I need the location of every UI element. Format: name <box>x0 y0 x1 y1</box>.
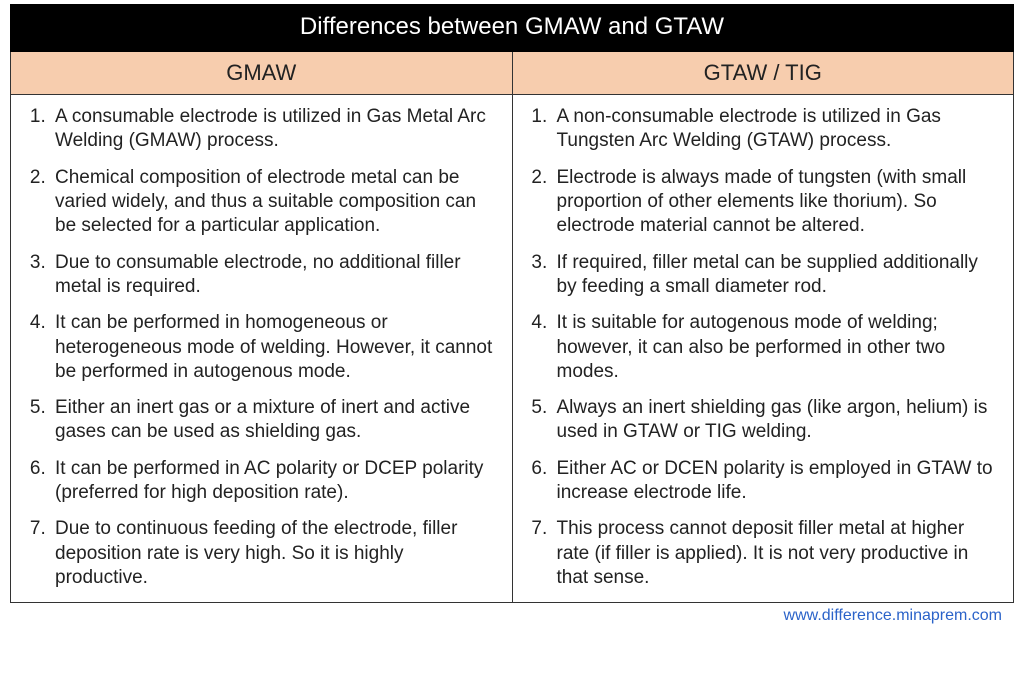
list-item: Electrode is always made of tungsten (wi… <box>553 166 1000 239</box>
table-title: Differences between GMAW and GTAW <box>11 5 1014 52</box>
list-item: Due to continuous feeding of the electro… <box>51 517 498 590</box>
list-item: It is suitable for autogenous mode of we… <box>553 311 1000 384</box>
comparison-table: Differences between GMAW and GTAW GMAW G… <box>10 4 1014 603</box>
source-link[interactable]: www.difference.minaprem.com <box>10 603 1014 625</box>
header-row: GMAW GTAW / TIG <box>11 52 1014 95</box>
list-item: Always an inert shielding gas (like argo… <box>553 396 1000 445</box>
body-row: A consumable electrode is utilized in Ga… <box>11 95 1014 603</box>
list-item: A consumable electrode is utilized in Ga… <box>51 105 498 154</box>
list-item: A non-consumable electrode is utilized i… <box>553 105 1000 154</box>
list-item: Either an inert gas or a mixture of iner… <box>51 396 498 445</box>
list-item: It can be performed in AC polarity or DC… <box>51 457 498 506</box>
left-column-cell: A consumable electrode is utilized in Ga… <box>11 95 513 603</box>
right-list: A non-consumable electrode is utilized i… <box>527 105 1000 590</box>
list-item: Chemical composition of electrode metal … <box>51 166 498 239</box>
column-header-right: GTAW / TIG <box>512 52 1014 95</box>
left-list: A consumable electrode is utilized in Ga… <box>25 105 498 590</box>
right-column-cell: A non-consumable electrode is utilized i… <box>512 95 1014 603</box>
column-header-left: GMAW <box>11 52 513 95</box>
comparison-table-container: Differences between GMAW and GTAW GMAW G… <box>0 0 1024 625</box>
list-item: Either AC or DCEN polarity is employed i… <box>553 457 1000 506</box>
list-item: It can be performed in homogeneous or he… <box>51 311 498 384</box>
list-item: Due to consumable electrode, no addition… <box>51 251 498 300</box>
list-item: If required, filler metal can be supplie… <box>553 251 1000 300</box>
list-item: This process cannot deposit filler metal… <box>553 517 1000 590</box>
title-row: Differences between GMAW and GTAW <box>11 5 1014 52</box>
